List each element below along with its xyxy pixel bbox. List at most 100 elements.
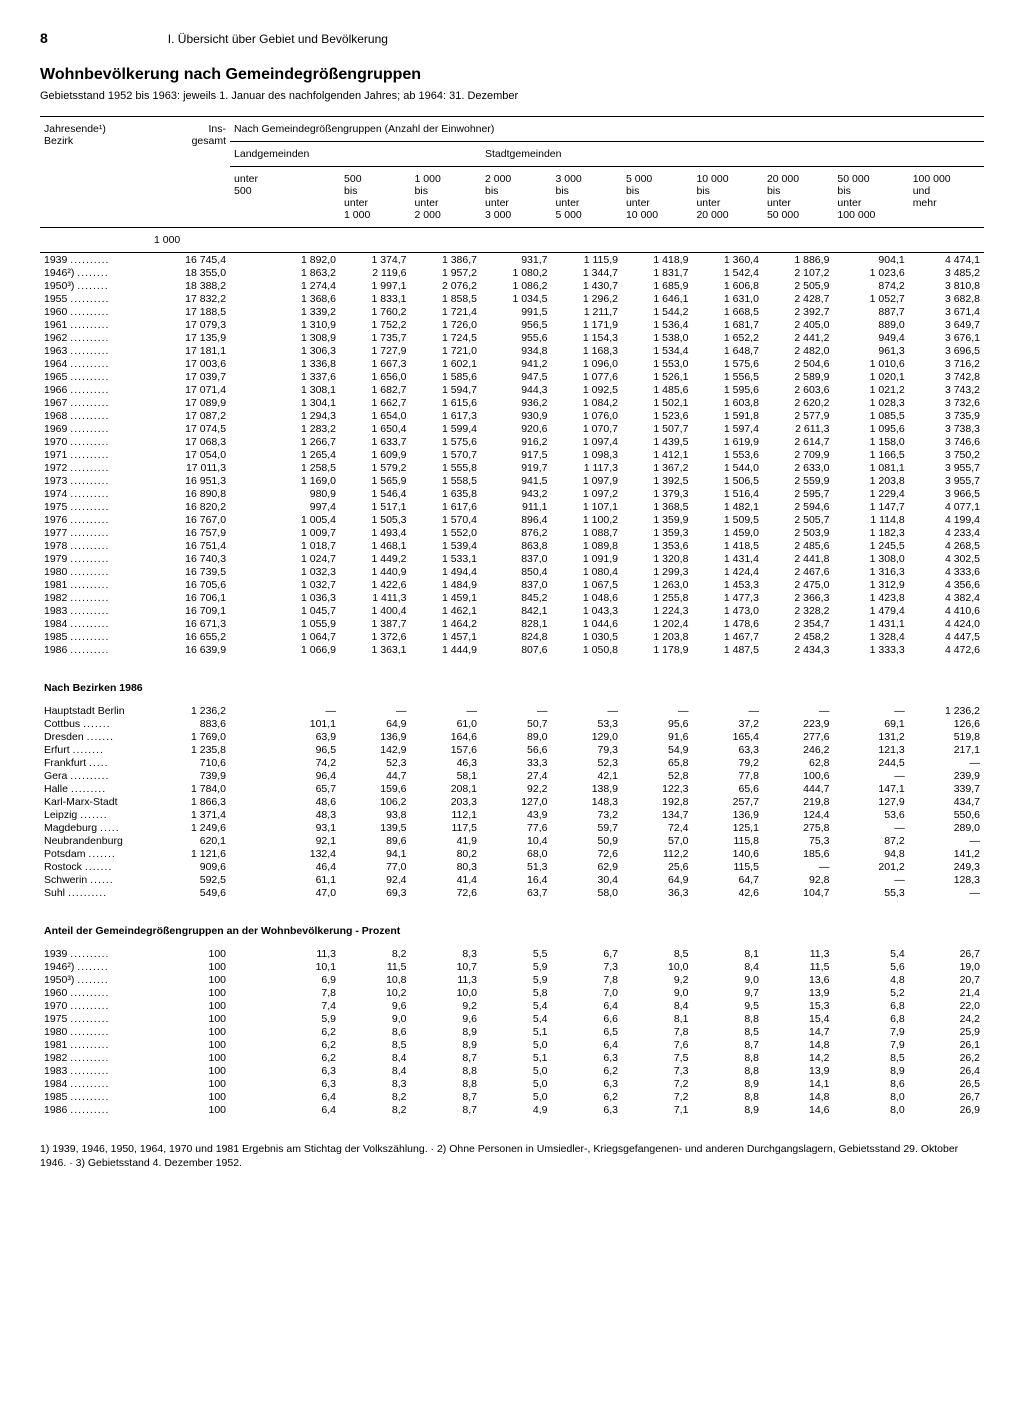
cell: 1 585,6 (411, 370, 481, 383)
cell: 1 538,0 (622, 331, 692, 344)
cell: 8,4 (622, 999, 692, 1012)
cell: 930,9 (481, 409, 551, 422)
header-group-land: Landgemeinden (230, 142, 481, 167)
table-row: 1971 ..........17 054,01 265,41 609,91 5… (40, 448, 984, 461)
cell: 11,3 (230, 947, 340, 960)
table-row: 1984 ..........16 671,31 055,91 387,71 4… (40, 617, 984, 630)
cell: 1 457,1 (411, 630, 481, 643)
row-label: 1974 .......... (40, 487, 150, 500)
cell: 6,8 (833, 1012, 908, 1025)
row-label: 1973 .......... (40, 474, 150, 487)
table-row: Neubrandenburg 620,192,189,641,910,450,9… (40, 834, 984, 847)
cell: 57,0 (622, 834, 692, 847)
cell: 1 169,0 (230, 474, 340, 487)
cell: 956,5 (481, 318, 551, 331)
cell: 128,3 (909, 873, 984, 886)
cell: 980,9 (230, 487, 340, 500)
row-label: 1982 .......... (40, 1051, 150, 1064)
cell: 1 224,3 (622, 604, 692, 617)
table-row: 1973 ..........16 951,31 169,01 565,91 5… (40, 474, 984, 487)
cell: 246,2 (763, 743, 833, 756)
cell: 1 328,4 (833, 630, 908, 643)
cell: 1 831,7 (622, 266, 692, 279)
cell: 997,4 (230, 500, 340, 513)
cell: 1 374,7 (340, 253, 410, 267)
cell: 1 599,4 (411, 422, 481, 435)
cell: 8,8 (411, 1077, 481, 1090)
cell: 100 (150, 1051, 230, 1064)
cell: 1 507,7 (622, 422, 692, 435)
table-row: 1961 ..........17 079,31 310,91 752,21 7… (40, 318, 984, 331)
cell: 17 074,5 (150, 422, 230, 435)
cell: 3 671,4 (909, 305, 984, 318)
table-row: 1986 ..........16 639,91 066,91 363,11 4… (40, 643, 984, 656)
cell: 904,1 (833, 253, 908, 267)
cell: 1 147,7 (833, 500, 908, 513)
cell: 1 344,7 (551, 266, 621, 279)
cell: 127,0 (481, 795, 551, 808)
cell: 93,1 (230, 821, 340, 834)
cell: 1 084,2 (551, 396, 621, 409)
cell: 122,3 (622, 782, 692, 795)
cell: 16 951,3 (150, 474, 230, 487)
cell: 1 617,3 (411, 409, 481, 422)
cell: 1 494,4 (411, 565, 481, 578)
cell: 1 721,0 (411, 344, 481, 357)
cell: 5,4 (481, 1012, 551, 1025)
cell: 16 705,6 (150, 578, 230, 591)
cell: 620,1 (150, 834, 230, 847)
row-label: 1939 .......... (40, 253, 150, 267)
cell: 8,8 (692, 1064, 762, 1077)
cell: 8,8 (411, 1064, 481, 1077)
cell: 165,4 (692, 730, 762, 743)
cell: 100 (150, 1038, 230, 1051)
row-label: Gera .......... (40, 769, 150, 782)
cell: 874,2 (833, 279, 908, 292)
cell: 1 312,9 (833, 578, 908, 591)
row-label: Leipzig ....... (40, 808, 150, 821)
row-label: 1950³) ........ (40, 973, 150, 986)
cell: 1 431,1 (833, 617, 908, 630)
cell: 129,0 (551, 730, 621, 743)
cell: 1 359,9 (622, 513, 692, 526)
cell: 92,1 (230, 834, 340, 847)
cell: 8,6 (340, 1025, 410, 1038)
cell: 1 067,5 (551, 578, 621, 591)
footnotes: 1) 1939, 1946, 1950, 1964, 1970 und 1981… (40, 1142, 984, 1170)
cell: 141,2 (909, 847, 984, 860)
cell: 1 266,7 (230, 435, 340, 448)
cell: 92,4 (340, 873, 410, 886)
cell: 52,3 (340, 756, 410, 769)
cell: 1 555,8 (411, 461, 481, 474)
cell: 1 422,6 (340, 578, 410, 591)
table-row: 1984 ..........1006,38,38,85,06,37,28,91… (40, 1077, 984, 1090)
cell: 1 304,1 (230, 396, 340, 409)
table-row: 1972 ..........17 011,31 258,51 579,21 5… (40, 461, 984, 474)
row-label: 1981 .......... (40, 578, 150, 591)
cell: 444,7 (763, 782, 833, 795)
cell: 7,8 (622, 1025, 692, 1038)
cell: 44,7 (340, 769, 410, 782)
cell: — (909, 834, 984, 847)
cell: 1 579,2 (340, 461, 410, 474)
cell: 7,3 (622, 1064, 692, 1077)
cell: 1 387,7 (340, 617, 410, 630)
cell: 16 890,8 (150, 487, 230, 500)
cell: 1 372,6 (340, 630, 410, 643)
cell: 63,7 (481, 886, 551, 899)
cell: 63,3 (692, 743, 762, 756)
cell: 842,1 (481, 604, 551, 617)
cell: 14,8 (763, 1090, 833, 1103)
cell: 10,0 (411, 986, 481, 999)
cell: 16 739,5 (150, 565, 230, 578)
row-label: 1946²) ........ (40, 266, 150, 279)
row-label: 1975 .......... (40, 1012, 150, 1025)
cell: 131,2 (833, 730, 908, 743)
cell: 4 472,6 (909, 643, 984, 656)
cell: 1 336,8 (230, 357, 340, 370)
table-row: 1977 ..........16 757,91 009,71 493,41 5… (40, 526, 984, 539)
cell: 8,8 (692, 1051, 762, 1064)
cell: 1 997,1 (340, 279, 410, 292)
cell: 1 444,9 (411, 643, 481, 656)
cell: 1 957,2 (411, 266, 481, 279)
